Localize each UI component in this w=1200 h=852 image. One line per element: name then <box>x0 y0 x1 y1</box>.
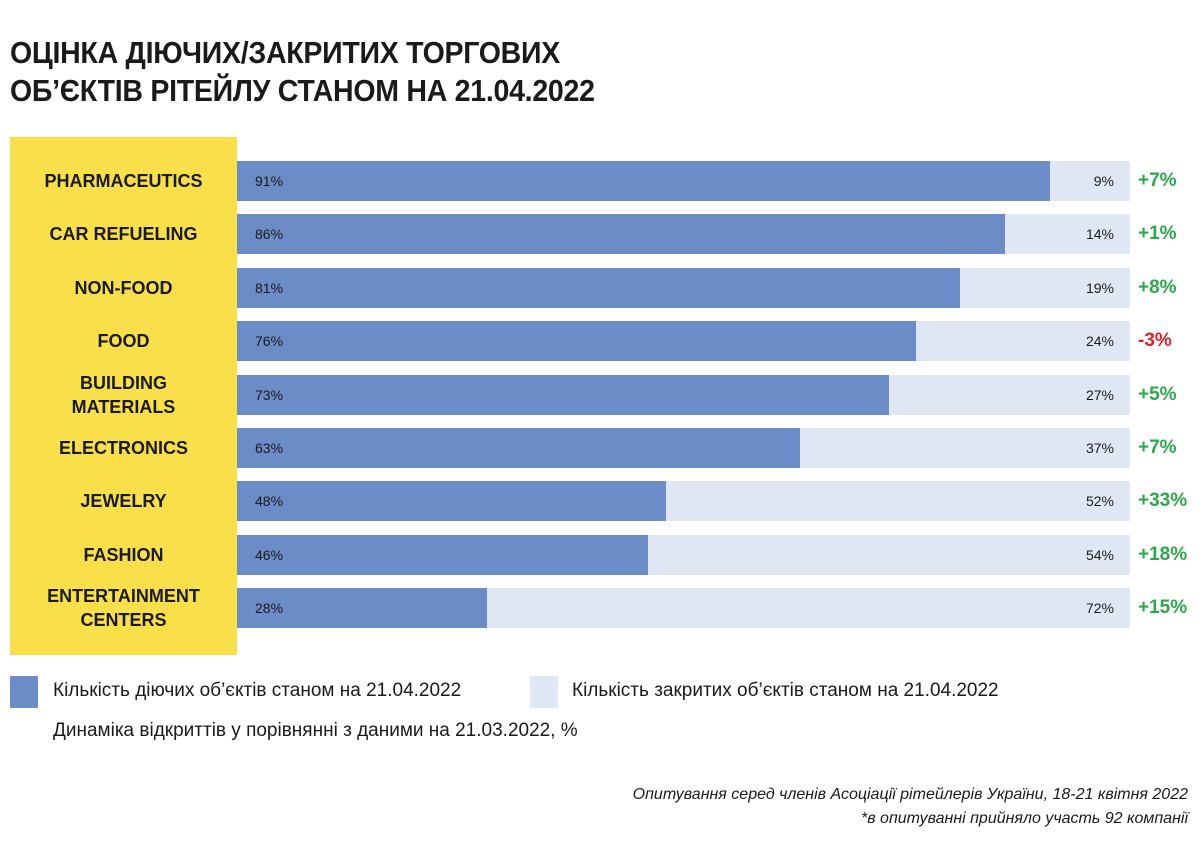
value-label-open: 48% <box>255 493 284 509</box>
bar-open <box>237 214 1005 254</box>
value-label-closed: 37% <box>1085 440 1114 456</box>
bar-open <box>237 428 800 468</box>
bar-closed <box>960 268 1130 308</box>
bar-open <box>237 161 1050 201</box>
value-label-open: 76% <box>255 333 284 349</box>
chart-title: ОЦІНКА ДІЮЧИХ/ЗАКРИТИХ ТОРГОВИХ ОБ’ЄКТІВ… <box>10 34 595 110</box>
category-label: JEWELRY <box>80 491 167 511</box>
legend-swatch-open <box>10 676 38 708</box>
category-panel <box>10 137 237 655</box>
change-label: +1% <box>1138 223 1177 244</box>
change-label: +7% <box>1138 437 1177 458</box>
category-label: FOOD <box>97 331 150 351</box>
bar-closed <box>888 375 1130 415</box>
bar-open <box>237 535 648 575</box>
value-label-closed: 27% <box>1085 387 1114 403</box>
change-label: +15% <box>1138 597 1188 618</box>
category-label: NON-FOOD <box>74 278 173 298</box>
value-label-open: 81% <box>255 280 284 296</box>
bar-open <box>237 588 488 628</box>
bar-closed <box>799 428 1130 468</box>
value-label-closed: 72% <box>1085 600 1114 616</box>
value-label-open: 28% <box>255 600 284 616</box>
category-label: FASHION <box>83 545 164 565</box>
bar-closed <box>1049 161 1130 201</box>
bar-closed <box>1004 214 1130 254</box>
change-label: +7% <box>1138 170 1177 191</box>
change-label: +33% <box>1138 490 1188 511</box>
value-label-closed: 14% <box>1085 226 1114 242</box>
change-label: -3% <box>1138 330 1172 351</box>
bar-open <box>237 375 889 415</box>
bar-closed <box>647 535 1130 575</box>
legend-label-change: Динаміка відкриттів у порівнянні з даним… <box>53 720 578 741</box>
value-label-open: 86% <box>255 226 284 242</box>
change-label: +18% <box>1138 544 1188 565</box>
value-label-closed: 54% <box>1085 547 1114 563</box>
value-label-open: 63% <box>255 440 284 456</box>
category-label: ENTERTAINMENT CENTERS <box>47 586 200 630</box>
footnote-participants: *в опитуванні прийняло участь 92 компані… <box>861 810 1188 827</box>
bar-open <box>237 481 666 521</box>
value-label-open: 46% <box>255 547 284 563</box>
category-label: PHARMACEUTICS <box>44 171 203 191</box>
bar-open <box>237 268 961 308</box>
value-label-closed: 52% <box>1085 493 1114 509</box>
value-label-open: 91% <box>255 173 284 189</box>
category-label: CAR REFUELING <box>49 224 198 244</box>
bar-open <box>237 321 916 361</box>
bar-closed <box>915 321 1130 361</box>
bar-closed <box>487 588 1130 628</box>
category-label: ELECTRONICS <box>58 438 188 458</box>
change-label: +8% <box>1138 277 1177 298</box>
bar-closed <box>665 481 1130 521</box>
legend-swatch-closed <box>530 676 558 708</box>
value-label-closed: 19% <box>1085 280 1114 296</box>
value-label-open: 73% <box>255 387 284 403</box>
legend-label-open: Кількість діючих об’єктів станом на 21.0… <box>53 680 462 701</box>
footnote-source: Опитування серед членів Асоціації рітейл… <box>632 786 1188 803</box>
value-label-closed: 9% <box>1093 173 1114 189</box>
title-line-1: ОЦІНКА ДІЮЧИХ/ЗАКРИТИХ ТОРГОВИХ <box>10 35 560 70</box>
change-label: +5% <box>1138 384 1177 405</box>
legend-label-closed: Кількість закритих об’єктів станом на 21… <box>572 680 999 701</box>
category-label: BUILDING MATERIALS <box>71 373 176 417</box>
title-line-2: ОБ’ЄКТІВ РІТЕЙЛУ СТАНОМ НА 21.04.2022 <box>10 73 595 108</box>
value-label-closed: 24% <box>1085 333 1114 349</box>
